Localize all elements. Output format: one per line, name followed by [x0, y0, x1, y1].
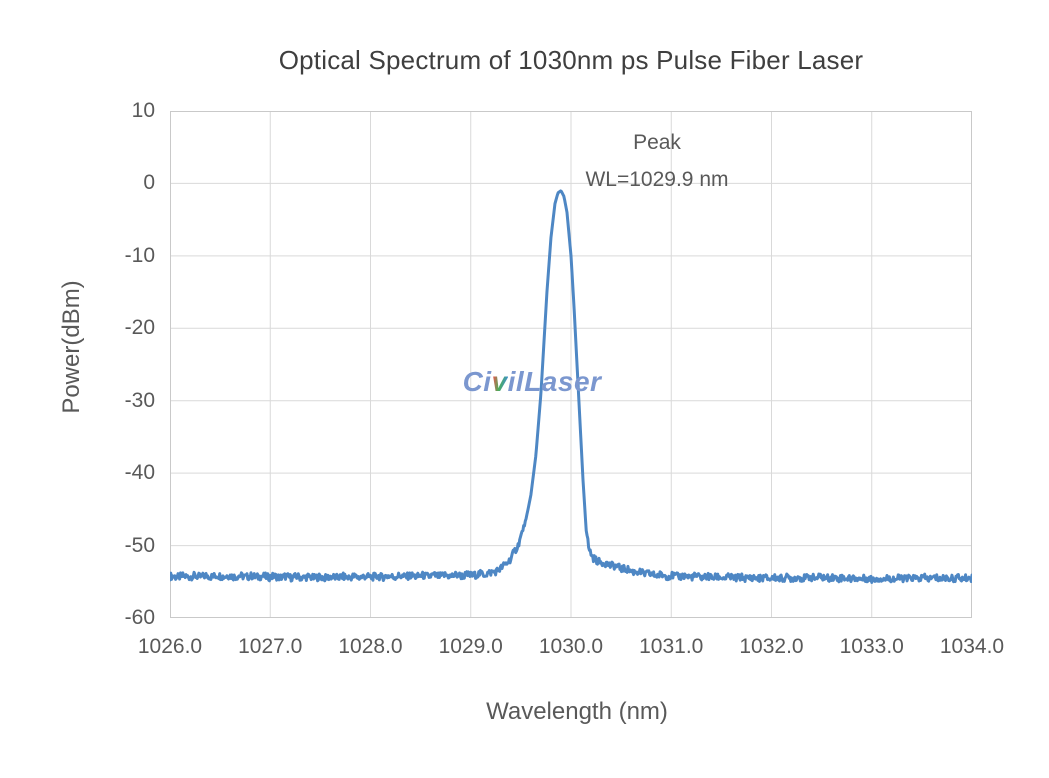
x-axis-title: Wavelength (nm): [486, 698, 668, 725]
y-tick-label: 10: [131, 99, 155, 122]
watermark-colored-v: v: [491, 366, 508, 397]
y-tick-label: -40: [124, 461, 155, 485]
y-tick-label: -10: [124, 243, 155, 267]
watermark-text-ci: Ci: [462, 366, 492, 397]
y-tick-label: -60: [124, 606, 155, 629]
plot-border: [170, 111, 972, 618]
plot-svg: [170, 111, 972, 618]
peak-annotation-line2: WL=1029.9 nm: [585, 168, 729, 191]
x-tick-label: 1034.0: [939, 635, 1005, 658]
x-tick-label: 1029.0: [438, 635, 503, 658]
chart-title: Optical Spectrum of 1030nm ps Pulse Fibe…: [278, 45, 864, 75]
peak-annotation-line1: Peak: [633, 131, 681, 154]
spectrum-line: [170, 189, 972, 584]
x-tick-label: 1026.0: [137, 635, 203, 658]
y-axis-title: Power(dBm): [58, 280, 85, 414]
x-tick-label: 1028.0: [338, 635, 403, 658]
y-tick-label: -50: [124, 533, 155, 557]
x-tick-label: 1030.0: [538, 635, 604, 658]
plot-area: [170, 111, 972, 618]
watermark-text-illaser: ilLaser: [507, 366, 602, 397]
x-tick-label: 1033.0: [839, 635, 904, 658]
y-tick-label: 0: [143, 171, 155, 195]
y-tick-label: -20: [124, 316, 155, 340]
peak-annotation: Peak WL=1029.9 nm: [507, 124, 807, 198]
x-tick-label: 1031.0: [639, 635, 704, 658]
x-tick-label: 1032.0: [739, 635, 804, 658]
civillaser-watermark: CivilLaser: [382, 366, 682, 398]
y-tick-label: -30: [124, 388, 155, 412]
x-tick-label: 1027.0: [238, 635, 303, 658]
